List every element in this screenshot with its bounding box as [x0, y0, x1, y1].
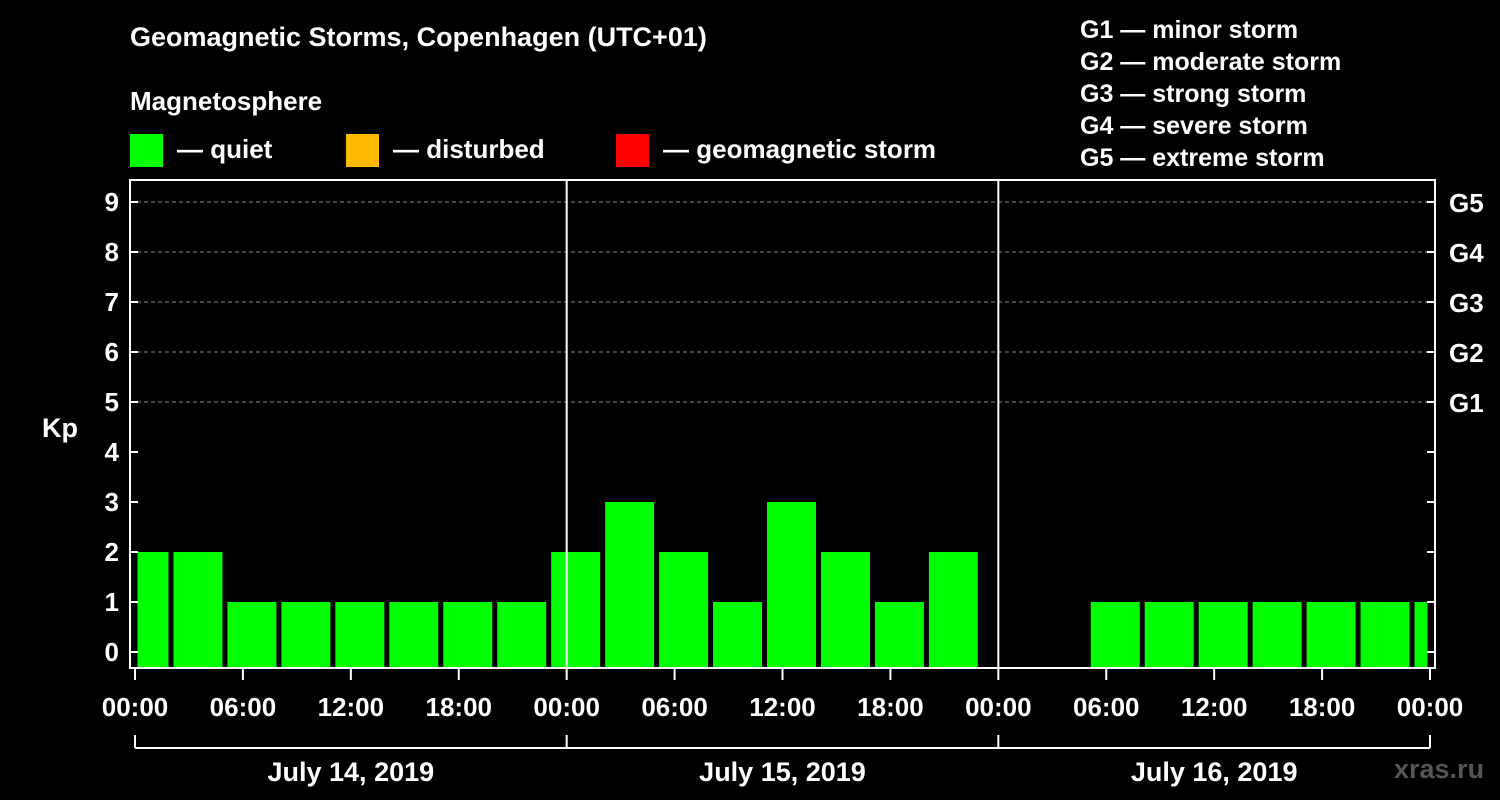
x-tick-label-12: 00:00: [1397, 692, 1464, 722]
kp-bar-17: [1144, 602, 1194, 668]
kp-bar-0: [137, 552, 169, 668]
kp-bar-18: [1198, 602, 1248, 668]
y-axis-label: Kp: [42, 413, 78, 443]
g-label-g1: G1: [1449, 388, 1484, 418]
legend-swatch-storm: [616, 134, 649, 167]
kp-bar-2: [227, 602, 277, 668]
kp-bar-19: [1252, 602, 1302, 668]
x-tick-label-6: 12:00: [749, 692, 816, 722]
x-tick-label-0: 00:00: [102, 692, 169, 722]
y-tick-label-8: 8: [105, 237, 119, 267]
kp-bar-5: [389, 602, 439, 668]
legend-swatch-disturbed: [346, 134, 379, 167]
storm-scale-g3: G3 — strong storm: [1080, 80, 1307, 108]
y-tick-label-2: 2: [105, 537, 119, 567]
x-tick-label-4: 00:00: [533, 692, 600, 722]
day-label-2: July 16, 2019: [1131, 757, 1298, 787]
legend-label-storm: — geomagnetic storm: [663, 134, 937, 164]
kp-bar-12: [767, 502, 816, 668]
kp-bar-4: [335, 602, 385, 668]
kp-bar-15: [928, 552, 978, 668]
storm-scale-list: G1 — minor storm G2 — moderate storm G3 …: [1080, 14, 1341, 174]
x-tick-label-2: 12:00: [318, 692, 385, 722]
kp-bar-9: [605, 502, 655, 668]
kp-bar-16: [1090, 602, 1140, 668]
legend-label-disturbed: — disturbed: [393, 134, 545, 164]
y-tick-label-3: 3: [105, 487, 119, 517]
y-tick-label-4: 4: [105, 437, 120, 467]
kp-bar-14: [874, 602, 924, 668]
kp-bar-10: [659, 552, 709, 668]
magnetosphere-heading: Magnetosphere: [130, 86, 323, 116]
y-tick-label-9: 9: [105, 187, 119, 217]
x-tick-label-11: 18:00: [1289, 692, 1356, 722]
watermark: xras.ru: [1394, 754, 1485, 784]
kp-bar-6: [443, 602, 493, 668]
storm-scale-g4: G4 — severe storm: [1080, 112, 1308, 140]
x-tick-label-8: 00:00: [965, 692, 1032, 722]
x-tick-label-9: 06:00: [1073, 692, 1140, 722]
kp-bar-21: [1360, 602, 1410, 668]
g-label-g5: G5: [1449, 188, 1484, 218]
y-tick-label-7: 7: [105, 287, 119, 317]
legend-label-quiet: — quiet: [177, 134, 273, 164]
g-label-g2: G2: [1449, 338, 1484, 368]
g-label-g3: G3: [1449, 288, 1484, 318]
x-tick-label-5: 06:00: [641, 692, 708, 722]
x-tick-label-1: 06:00: [210, 692, 277, 722]
storm-scale-g1: G1 — minor storm: [1080, 16, 1299, 44]
y-tick-label-6: 6: [105, 337, 119, 367]
kp-bar-3: [281, 602, 331, 668]
kp-bar-7: [497, 602, 547, 668]
kp-bar-1: [173, 552, 223, 668]
chart-title: Geomagnetic Storms, Copenhagen (UTC+01): [130, 22, 707, 52]
storm-scale-g5: G5 — extreme storm: [1080, 144, 1325, 172]
x-tick-label-3: 18:00: [426, 692, 493, 722]
y-tick-label-0: 0: [105, 637, 119, 667]
kp-bar-20: [1306, 602, 1356, 668]
day-label-1: July 15, 2019: [699, 757, 866, 787]
kp-bar-22: [1414, 602, 1428, 668]
day-label-0: July 14, 2019: [268, 757, 435, 787]
g-label-g4: G4: [1449, 238, 1484, 268]
x-tick-label-10: 12:00: [1181, 692, 1248, 722]
storm-scale-g2: G2 — moderate storm: [1080, 48, 1342, 76]
y-tick-label-1: 1: [105, 587, 119, 617]
y-tick-label-5: 5: [105, 387, 119, 417]
kp-bar-13: [820, 552, 870, 668]
kp-bar-11: [713, 602, 763, 668]
kp-bar-8: [551, 552, 601, 668]
x-tick-label-7: 18:00: [857, 692, 924, 722]
legend-swatch-quiet: [130, 134, 163, 167]
